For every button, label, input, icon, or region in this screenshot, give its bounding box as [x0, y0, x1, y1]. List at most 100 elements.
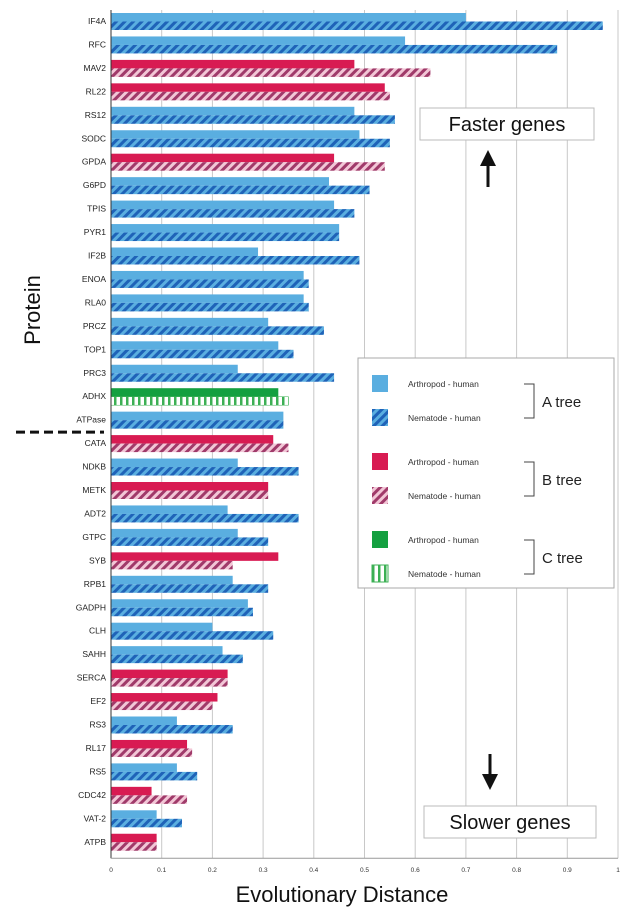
bar-arthropod-rs5: [111, 763, 177, 772]
bar-nematode-adhx: [110, 396, 289, 406]
protein-row-rs5: RS5: [89, 763, 198, 781]
bar-arthropod-rl17: [111, 739, 188, 749]
protein-row-vat-2: VAT-2: [84, 810, 182, 828]
protein-row-atpb: ATPB: [84, 833, 157, 851]
bar-arthropod-metk: [111, 482, 269, 491]
bar-arthropod-adhx: [111, 388, 279, 397]
bar-nematode-pyr1: [111, 232, 340, 242]
protein-label: TOP1: [84, 344, 106, 354]
bar-nematode-rl22: [111, 91, 390, 101]
protein-label: RL22: [86, 86, 107, 96]
bars: IF4A RFC MAV2 RL22 RS12 SODC GPDA G6PD TPIS PYR1 I…: [76, 13, 603, 851]
protein-row-adhx: ADHX: [82, 388, 289, 406]
bar-arthropod-if4a: [111, 13, 466, 22]
bar-arthropod-rfc: [111, 36, 406, 45]
protein-label: GADPH: [76, 602, 106, 612]
bar-arthropod-ef2: [111, 693, 218, 702]
protein-label: PYR1: [84, 227, 106, 237]
bar-arthropod-cdc42: [111, 786, 152, 796]
protein-row-cdc42: CDC42: [78, 786, 188, 804]
protein-label: PRCZ: [83, 321, 106, 331]
protein-row-rl22: RL22: [86, 83, 390, 101]
protein-row-rla0: RLA0: [85, 294, 309, 312]
protein-row-cata: CATA: [85, 435, 289, 453]
protein-row-adt2: ADT2: [84, 505, 299, 523]
bar-nematode-clh: [111, 631, 274, 640]
bar-nematode-ef2: [111, 701, 213, 711]
bar-arthropod-rla0: [111, 294, 304, 303]
bar-nematode-rs3: [111, 725, 233, 734]
y-axis-label: Protein: [20, 275, 45, 345]
protein-label: IF2B: [88, 251, 106, 261]
protein-row-rpb1: RPB1: [84, 575, 269, 593]
bar-arthropod-top1: [111, 341, 279, 350]
bar-arthropod-adt2: [111, 505, 228, 514]
protein-label: NDKB: [82, 462, 106, 472]
arrow-down-icon: [482, 754, 498, 790]
bar-nematode-gadph: [111, 607, 253, 617]
bar-nematode-rpb1: [111, 584, 269, 593]
protein-label: SERCA: [77, 673, 107, 683]
bar-arthropod-rl22: [111, 83, 385, 92]
bar-arthropod-atpb: [111, 833, 157, 843]
bar-nematode-enoa: [111, 279, 309, 288]
legend-swatch: [372, 375, 388, 392]
protein-label: SODC: [81, 133, 106, 143]
bar-arthropod-sahh: [111, 646, 223, 655]
bar-arthropod-clh: [111, 622, 213, 632]
bar-arthropod-if2b: [111, 247, 259, 256]
bar-arthropod-rs12: [111, 106, 355, 116]
protein-row-ndkb: NDKB: [82, 458, 299, 476]
bar-arthropod-pyr1: [111, 224, 340, 233]
bar-nematode-tpis: [111, 209, 355, 218]
protein-row-rl17: RL17: [86, 739, 193, 757]
protein-row-rfc: RFC: [89, 36, 558, 54]
bar-nematode-cdc42: [111, 795, 188, 804]
bar-arthropod-vat-2: [111, 810, 157, 819]
legend-bracket: [524, 383, 535, 419]
protein-row-if4a: IF4A: [88, 13, 603, 30]
x-tick-label: 1: [616, 867, 620, 874]
protein-row-gpda: GPDA: [82, 153, 385, 171]
bar-nematode-rfc: [111, 44, 558, 54]
slower-genes-label: Slower genes: [449, 812, 570, 834]
legend-entry-label: Arthropod - human: [408, 457, 479, 467]
bar-arthropod-enoa: [111, 270, 304, 280]
slower-genes-annotation: Slower genes: [423, 754, 597, 839]
protein-row-g6pd: G6PD: [83, 177, 370, 195]
protein-row-serca: SERCA: [77, 669, 228, 687]
bar-nematode-if2b: [111, 256, 360, 265]
protein-row-pyr1: PYR1: [84, 224, 340, 242]
protein-row-tpis: TPIS: [87, 200, 355, 218]
protein-row-mav2: MAV2: [83, 59, 431, 77]
axes: 0 0.1 0.2 0.3 0.4 0.5 0.6 0.7 0.8 0.9 1: [16, 10, 620, 874]
protein-label: RFC: [89, 39, 106, 49]
protein-label: G6PD: [83, 180, 106, 190]
legend-entry-label: Arthropod - human: [408, 535, 479, 545]
protein-label: CLH: [89, 626, 106, 636]
protein-label: RL17: [86, 743, 107, 753]
bar-nematode-rs5: [111, 771, 198, 781]
x-tick-label: 0.8: [512, 867, 521, 874]
bar-arthropod-mav2: [111, 59, 355, 69]
protein-label: ADT2: [84, 508, 106, 518]
protein-label: VAT-2: [84, 813, 107, 823]
bar-nematode-gpda: [111, 162, 385, 171]
protein-label: EF2: [90, 696, 106, 706]
protein-row-gadph: GADPH: [76, 599, 253, 617]
bar-arthropod-ndkb: [111, 458, 238, 468]
legend-bracket: [524, 539, 535, 575]
bar-nematode-metk: [111, 490, 269, 499]
bar-arthropod-tpis: [111, 200, 335, 210]
protein-row-clh: CLH: [89, 622, 274, 640]
protein-label: RPB1: [84, 579, 106, 589]
legend-group-label: C tree: [542, 550, 583, 567]
legend-group-label: B tree: [542, 472, 582, 489]
protein-label: MAV2: [83, 63, 106, 73]
legend-box: [357, 357, 615, 589]
bar-arthropod-rpb1: [111, 575, 233, 585]
legend-entry-label: Nematode - human: [408, 491, 481, 501]
bar-arthropod-rs3: [111, 716, 177, 725]
protein-row-atpase: ATPase: [76, 411, 284, 429]
